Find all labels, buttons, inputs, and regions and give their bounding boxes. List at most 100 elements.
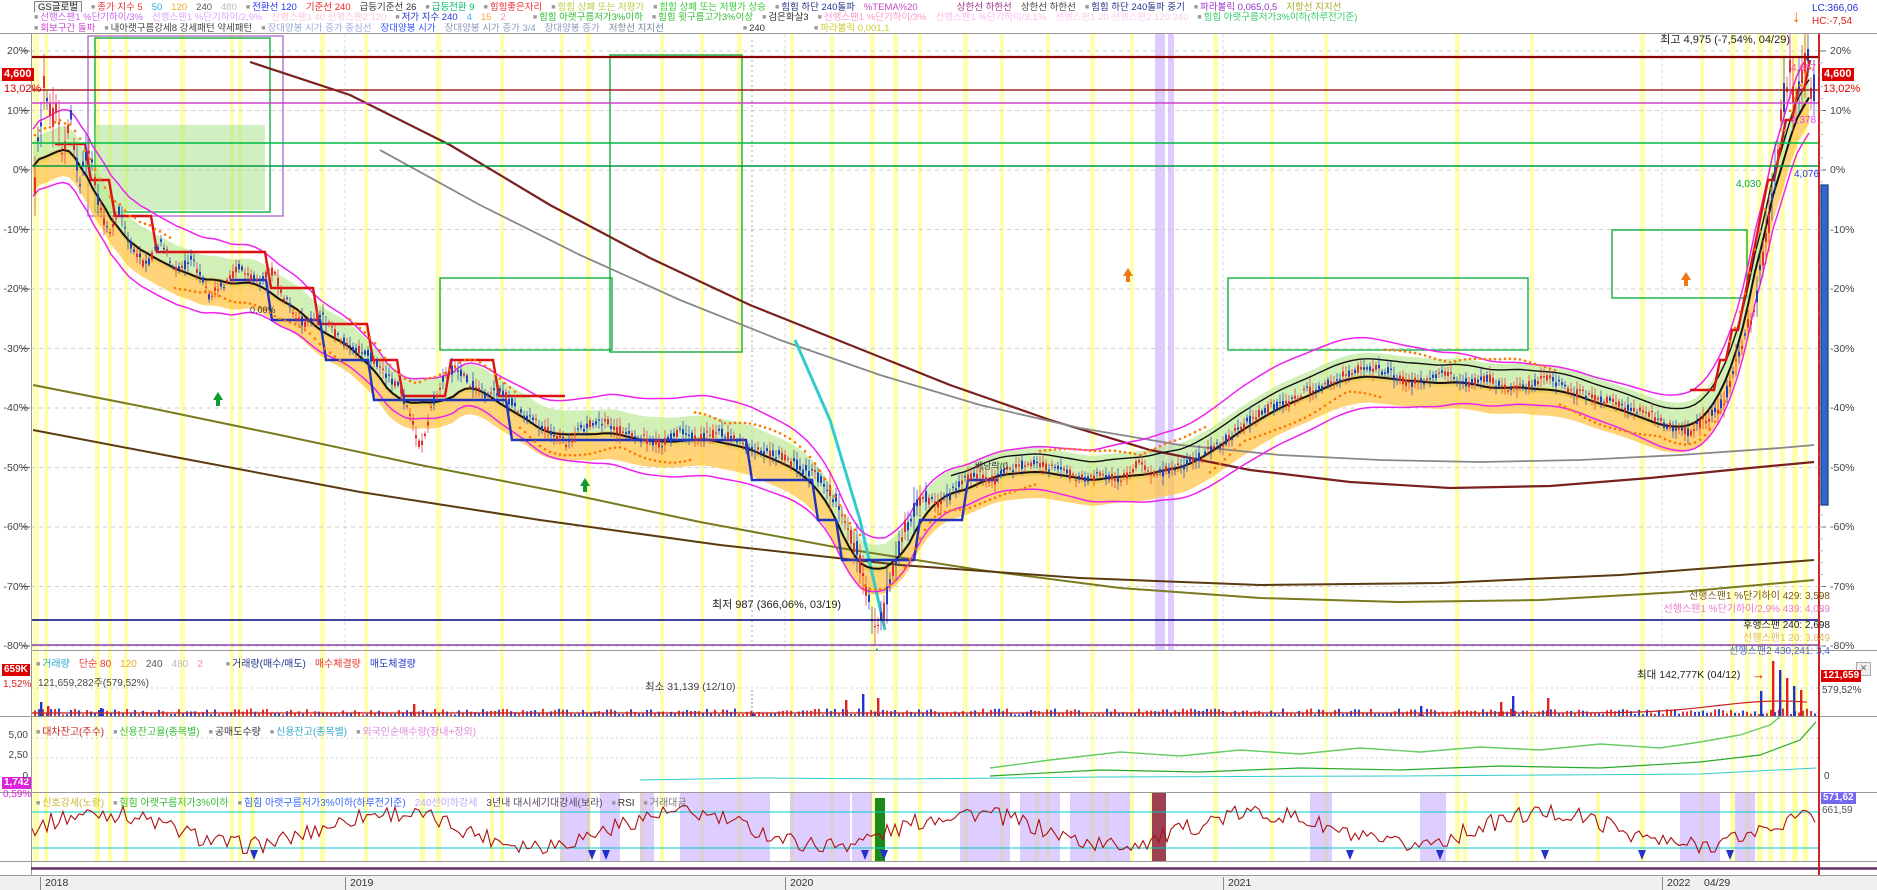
legend-bullet-icon: ■: [651, 14, 657, 21]
chart-label: 4,378: [1791, 115, 1817, 126]
toolbar-indicator-label[interactable]: ■ 회보구간 돌파: [34, 23, 96, 34]
toolbar-indicator-label[interactable]: 480: [171, 659, 189, 670]
toolbar-row-3: ■ 회보구간 돌파 ■ 내아랫구름강세8 강세패턴 약세패턴 ■ 장대양봉 시가 증가 중…: [34, 23, 1807, 34]
legend-bullet-icon: ■: [113, 729, 118, 736]
timeline-year-label: 2018: [40, 877, 68, 890]
toolbar-indicator-label[interactable]: 3년내 대시세기대강세(보라): [486, 798, 603, 809]
toolbar-indicator-label[interactable]: ■ 힘힘 하단 240돌파: [775, 2, 855, 12]
toolbar-indicator-label[interactable]: 15: [480, 12, 492, 23]
y-axis-tick-label: 0%: [12, 164, 28, 176]
toolbar-indicator-label[interactable]: ■ 신용잔고율(종목별): [113, 727, 200, 738]
toolbar-indicator-label[interactable]: 상한선 하한선: [956, 2, 1012, 12]
signal-panel-header: ■ 신호강세(노랑) ■ 힘힘 아랫구름저가3%이하 ■ 힘힘 아랫구름저가3%이하(하루…: [36, 799, 696, 809]
toolbar-indicator-label[interactable]: ■ 힘힘좋은자리: [483, 2, 543, 12]
toolbar-indicator-label[interactable]: ■ 저가 지수 240: [395, 12, 458, 23]
toolbar-indicator-label[interactable]: ■ 240: [742, 23, 765, 34]
chart-label: 13,02%: [1823, 83, 1861, 95]
toolbar-indicator-label[interactable]: ■ 장대양봉 시가 증가 중심선: [261, 23, 372, 34]
legend-bullet-icon: ■: [1197, 14, 1202, 21]
legend-bullet-icon: ■: [261, 25, 266, 32]
chart-label: 최저 987 (366,06%, 03/19): [712, 599, 842, 611]
toolbar-indicator-label[interactable]: 선행스팬1 40 선행스팬2 120: [271, 12, 387, 23]
toolbar-indicator-label[interactable]: 240: [196, 2, 213, 12]
toolbar-indicator-label[interactable]: ■ 힘힘 윗구름고가3%이상: [651, 12, 754, 23]
toolbar-indicator-label[interactable]: ■ 파라볼릭 0,001,1: [813, 23, 890, 34]
toolbar-indicator-label[interactable]: 매수체결량: [314, 659, 361, 670]
toolbar-indicator-label[interactable]: 매도체결량: [369, 659, 416, 670]
toolbar-indicator-label[interactable]: ■ 힘힘 하단 240돌파 중기: [1084, 2, 1185, 12]
toolbar-row-1: GS글로벌 ■ 종가 지수 5 50 120 240 480 ■ 전환선 120 기준선 240 급…: [34, 1, 1807, 12]
toolbar-indicator-label[interactable]: 2: [197, 659, 203, 670]
toolbar-indicator-label[interactable]: 240: [145, 659, 163, 670]
toolbar-indicator-label[interactable]: ■ 검은화살3: [762, 12, 809, 23]
toolbar-indicator-label[interactable]: 저항선 지지선: [608, 23, 664, 34]
toolbar-indicator-label[interactable]: 단순 80: [78, 659, 112, 670]
toolbar-indicator-label[interactable]: ■ 거래량(매수/매도): [225, 659, 306, 670]
toolbar-indicator-label[interactable]: 50: [151, 2, 163, 12]
toolbar-indicator-label[interactable]: 저항선 지지선: [1286, 2, 1342, 12]
toolbar-indicator-label[interactable]: 2: [500, 12, 506, 23]
toolbar-indicator-label[interactable]: ■ 힘힘 상폐 또는 저평가 상승: [653, 2, 767, 12]
chart-label: 121,659: [1821, 670, 1862, 682]
legend-bullet-icon: ■: [36, 800, 41, 807]
legend-bullet-icon: ■: [104, 25, 109, 32]
timeline-axis[interactable]: 2018 2019 2020 2021 2022 04/29: [0, 875, 1877, 890]
toolbar-indicator-label[interactable]: 상한선 하한선: [1020, 2, 1076, 12]
legend-bullet-icon: ■: [113, 800, 118, 807]
y-axis-tick-label: 20%: [1830, 45, 1852, 57]
toolbar-indicator-label[interactable]: ■ 선행스팬1 %단기하이/3%: [34, 12, 143, 23]
y-axis-tick-label: -80%: [3, 640, 28, 652]
toolbar-indicator-label[interactable]: ■ 전환선 120: [245, 2, 297, 12]
credit-axis-label: 2,50: [8, 750, 28, 761]
toolbar-indicator-label[interactable]: 240선이하강세: [414, 798, 478, 809]
toolbar-indicator-label[interactable]: 장대양봉 시가 증가 3/4: [444, 23, 536, 34]
toolbar-indicator-label[interactable]: ■ 신용잔고(종목별): [269, 727, 348, 738]
toolbar-indicator-label[interactable]: 120: [171, 2, 188, 12]
toolbar-indicator-label[interactable]: ■ 거래대금: [643, 798, 687, 809]
toolbar-indicator-label[interactable]: ■ 외국인순매수량(장내+장외): [356, 727, 477, 738]
legend-bullet-icon: ■: [34, 25, 39, 32]
chart-label: 4,687: [1791, 63, 1817, 74]
toolbar-indicator-label[interactable]: 장대양봉 증가: [544, 23, 600, 34]
toolbar-indicator-label[interactable]: ■ 선행스팬1 %단기하이/3%: [817, 12, 927, 23]
toolbar-indicator-label[interactable]: ■ 거래량: [36, 659, 70, 670]
toolbar-indicator-label[interactable]: 선행스팬1 %단기하이/3,1%: [935, 12, 1047, 23]
legend-bullet-icon: ■: [237, 800, 242, 807]
toolbar-indicator-label[interactable]: 120: [120, 659, 137, 670]
y-axis-tick-label: -60%: [3, 521, 28, 533]
toolbar-indicator-label[interactable]: 선행스팬1 %단기하이/2,9%: [151, 12, 263, 23]
legend-bullet-icon: ■: [245, 4, 251, 11]
toolbar-indicator-label[interactable]: ■ 내아랫구름강세8 강세패턴 약세패턴: [104, 23, 253, 34]
toolbar-indicator-label[interactable]: ■ RSI: [611, 798, 635, 809]
toolbar-indicator-label[interactable]: ■ 힘힘 아랫구름저가3%이하: [113, 798, 229, 809]
toolbar-indicator-label[interactable]: 기준선 240: [305, 2, 351, 12]
toolbar-indicator-label[interactable]: ■ 힘힘 아랫구름저가3%이하(하루전기준): [1197, 12, 1358, 23]
toolbar-indicator-label[interactable]: 급등기준선 26: [359, 2, 417, 12]
legend-bullet-icon: ■: [532, 14, 538, 21]
chart-label: 4,600: [1822, 68, 1854, 81]
y-axis-tick-label: -10%: [1830, 223, 1855, 236]
timeline-year-label: 2020: [785, 877, 813, 890]
toolbar-indicator-label[interactable]: ■ 힘힘 아랫구름저가3%이하: [532, 12, 643, 23]
toolbar-indicator-label[interactable]: ■ 신호강세(노랑): [36, 798, 105, 809]
chart-label: 최소 31,139 (12/10): [645, 681, 736, 693]
credit-axis-label: 0: [22, 771, 28, 782]
toolbar-indicator-label[interactable]: ■ 파라볼릭 0,065,0,5: [1193, 2, 1278, 12]
toolbar-indicator-label[interactable]: ■ 종가 지수 5: [90, 2, 143, 12]
toolbar-indicator-label[interactable]: ■ 공매도수량: [208, 727, 261, 738]
toolbar-indicator-label[interactable]: 480: [221, 2, 237, 12]
toolbar-indicator-label[interactable]: ■ 힘힘 상폐 또는 저평가: [551, 2, 645, 12]
toolbar-indicator-label[interactable]: 선행스팬1 20 선행스팬2 120 240: [1055, 12, 1189, 23]
chart-label: 13,02%: [4, 83, 42, 95]
toolbar-indicator-label[interactable]: ■ 급등전환 9: [425, 2, 475, 12]
toolbar-indicator-label[interactable]: ■ 대차잔고(주수): [36, 727, 105, 738]
legend-bullet-icon: ■: [36, 729, 41, 736]
toolbar-indicator-label[interactable]: 4: [466, 12, 472, 23]
y-axis-tick-label: -50%: [1830, 461, 1855, 474]
toolbar-indicator-label[interactable]: GS글로벌: [34, 1, 82, 12]
toolbar-indicator-label[interactable]: %TEMA%20: [863, 2, 918, 12]
toolbar-indicator-label[interactable]: 장대양봉 시가: [380, 23, 436, 34]
toolbar-indicator-label[interactable]: ■ 힘힘 아랫구름저가3%이하(하루전기준): [237, 798, 406, 809]
y-axis-tick-label: -60%: [1830, 521, 1855, 533]
